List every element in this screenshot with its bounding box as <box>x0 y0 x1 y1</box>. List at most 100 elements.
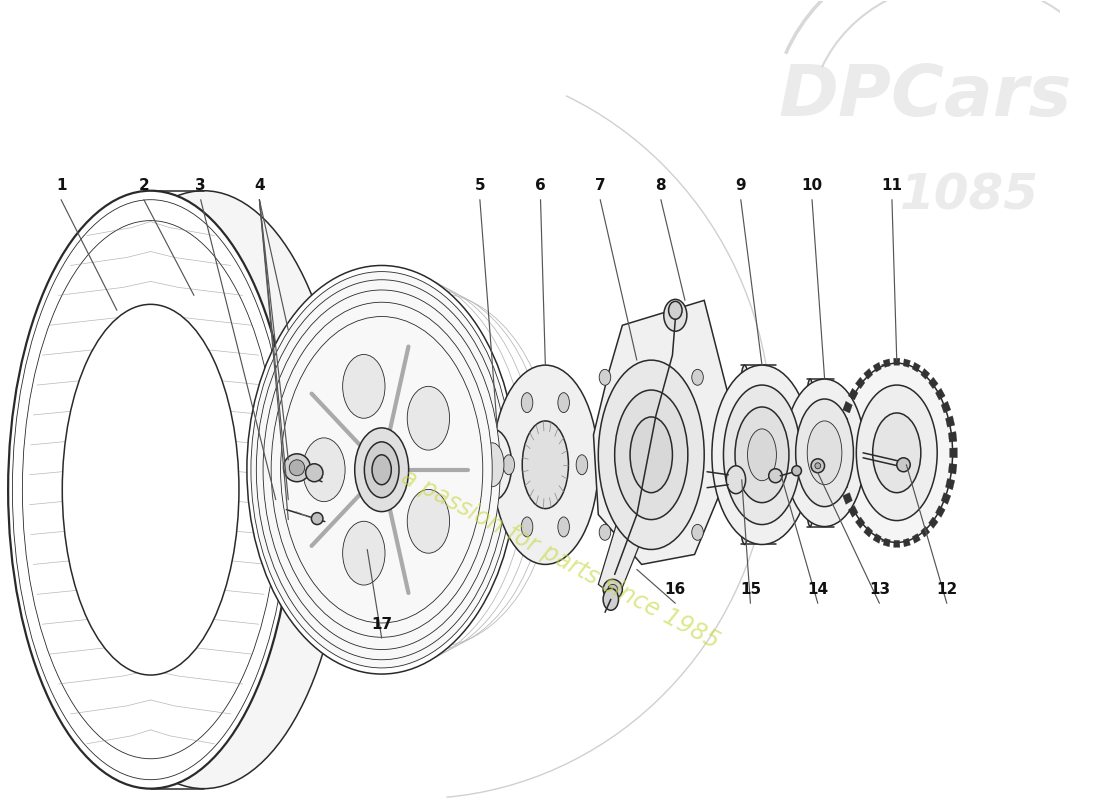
Ellipse shape <box>372 455 392 485</box>
Ellipse shape <box>263 290 500 650</box>
Text: 1085: 1085 <box>900 172 1038 220</box>
Ellipse shape <box>737 365 752 545</box>
Polygon shape <box>839 416 848 427</box>
Ellipse shape <box>493 365 598 565</box>
Ellipse shape <box>272 302 492 638</box>
Ellipse shape <box>879 365 891 541</box>
Polygon shape <box>903 359 911 367</box>
Polygon shape <box>921 369 929 379</box>
Ellipse shape <box>856 385 937 521</box>
Polygon shape <box>948 431 957 442</box>
Ellipse shape <box>600 370 610 386</box>
Ellipse shape <box>302 438 345 502</box>
Polygon shape <box>873 534 881 543</box>
Ellipse shape <box>807 421 842 485</box>
Ellipse shape <box>289 460 305 476</box>
Polygon shape <box>843 493 852 504</box>
Ellipse shape <box>8 190 293 789</box>
Ellipse shape <box>603 588 618 610</box>
Text: 1: 1 <box>56 178 66 194</box>
Polygon shape <box>912 362 921 372</box>
Text: 11: 11 <box>881 178 902 194</box>
Text: 13: 13 <box>869 582 890 597</box>
Ellipse shape <box>735 407 789 502</box>
Ellipse shape <box>608 584 617 594</box>
Polygon shape <box>594 300 728 565</box>
Ellipse shape <box>503 455 515 474</box>
Ellipse shape <box>872 413 921 493</box>
Polygon shape <box>883 359 890 367</box>
Text: 12: 12 <box>936 582 957 597</box>
Ellipse shape <box>598 360 704 550</box>
Polygon shape <box>598 505 641 599</box>
Polygon shape <box>893 358 900 366</box>
Ellipse shape <box>630 417 672 493</box>
Text: 7: 7 <box>595 178 605 194</box>
Ellipse shape <box>840 363 953 542</box>
Polygon shape <box>928 378 938 389</box>
Ellipse shape <box>669 302 682 319</box>
Ellipse shape <box>22 221 279 758</box>
Ellipse shape <box>769 469 782 482</box>
Ellipse shape <box>280 317 483 623</box>
Polygon shape <box>873 362 881 372</box>
Polygon shape <box>942 402 950 413</box>
Ellipse shape <box>558 517 570 537</box>
Text: 3: 3 <box>196 178 206 194</box>
Polygon shape <box>856 517 865 529</box>
Polygon shape <box>848 506 858 518</box>
Ellipse shape <box>521 517 532 537</box>
Text: a passion for parts since 1985: a passion for parts since 1985 <box>397 465 723 654</box>
Ellipse shape <box>62 190 347 789</box>
Polygon shape <box>949 448 957 458</box>
Ellipse shape <box>692 370 703 386</box>
Polygon shape <box>864 526 872 537</box>
Ellipse shape <box>615 390 688 519</box>
Ellipse shape <box>603 579 623 599</box>
Ellipse shape <box>256 280 507 660</box>
Ellipse shape <box>522 421 569 509</box>
Text: 15: 15 <box>740 582 761 597</box>
Ellipse shape <box>576 455 587 474</box>
Polygon shape <box>848 388 858 400</box>
Ellipse shape <box>342 522 385 585</box>
Ellipse shape <box>748 429 777 481</box>
Polygon shape <box>839 478 848 490</box>
Polygon shape <box>928 517 938 529</box>
Ellipse shape <box>354 428 408 512</box>
Ellipse shape <box>521 393 532 413</box>
Polygon shape <box>935 388 945 400</box>
Ellipse shape <box>600 524 610 540</box>
Ellipse shape <box>342 354 385 418</box>
Ellipse shape <box>804 379 816 526</box>
Text: 9: 9 <box>736 178 746 194</box>
Ellipse shape <box>481 443 504 486</box>
Polygon shape <box>942 493 950 504</box>
Polygon shape <box>946 478 955 490</box>
Ellipse shape <box>311 513 323 525</box>
Polygon shape <box>893 540 900 547</box>
Ellipse shape <box>795 399 854 506</box>
Polygon shape <box>903 538 911 546</box>
Text: 6: 6 <box>536 178 546 194</box>
Polygon shape <box>837 431 845 442</box>
Ellipse shape <box>246 266 517 674</box>
Ellipse shape <box>558 393 570 413</box>
Ellipse shape <box>811 458 825 473</box>
Polygon shape <box>864 369 872 379</box>
Text: 14: 14 <box>807 582 828 597</box>
Ellipse shape <box>473 429 512 501</box>
Ellipse shape <box>63 304 239 675</box>
Ellipse shape <box>815 462 821 469</box>
Ellipse shape <box>792 466 802 476</box>
Ellipse shape <box>896 458 910 472</box>
Polygon shape <box>921 526 929 537</box>
Text: DPCars: DPCars <box>779 62 1072 130</box>
Ellipse shape <box>284 454 310 482</box>
Ellipse shape <box>726 466 746 494</box>
Polygon shape <box>912 534 921 543</box>
Polygon shape <box>856 378 865 389</box>
Ellipse shape <box>692 524 703 540</box>
Text: 2: 2 <box>139 178 150 194</box>
Text: 8: 8 <box>656 178 667 194</box>
